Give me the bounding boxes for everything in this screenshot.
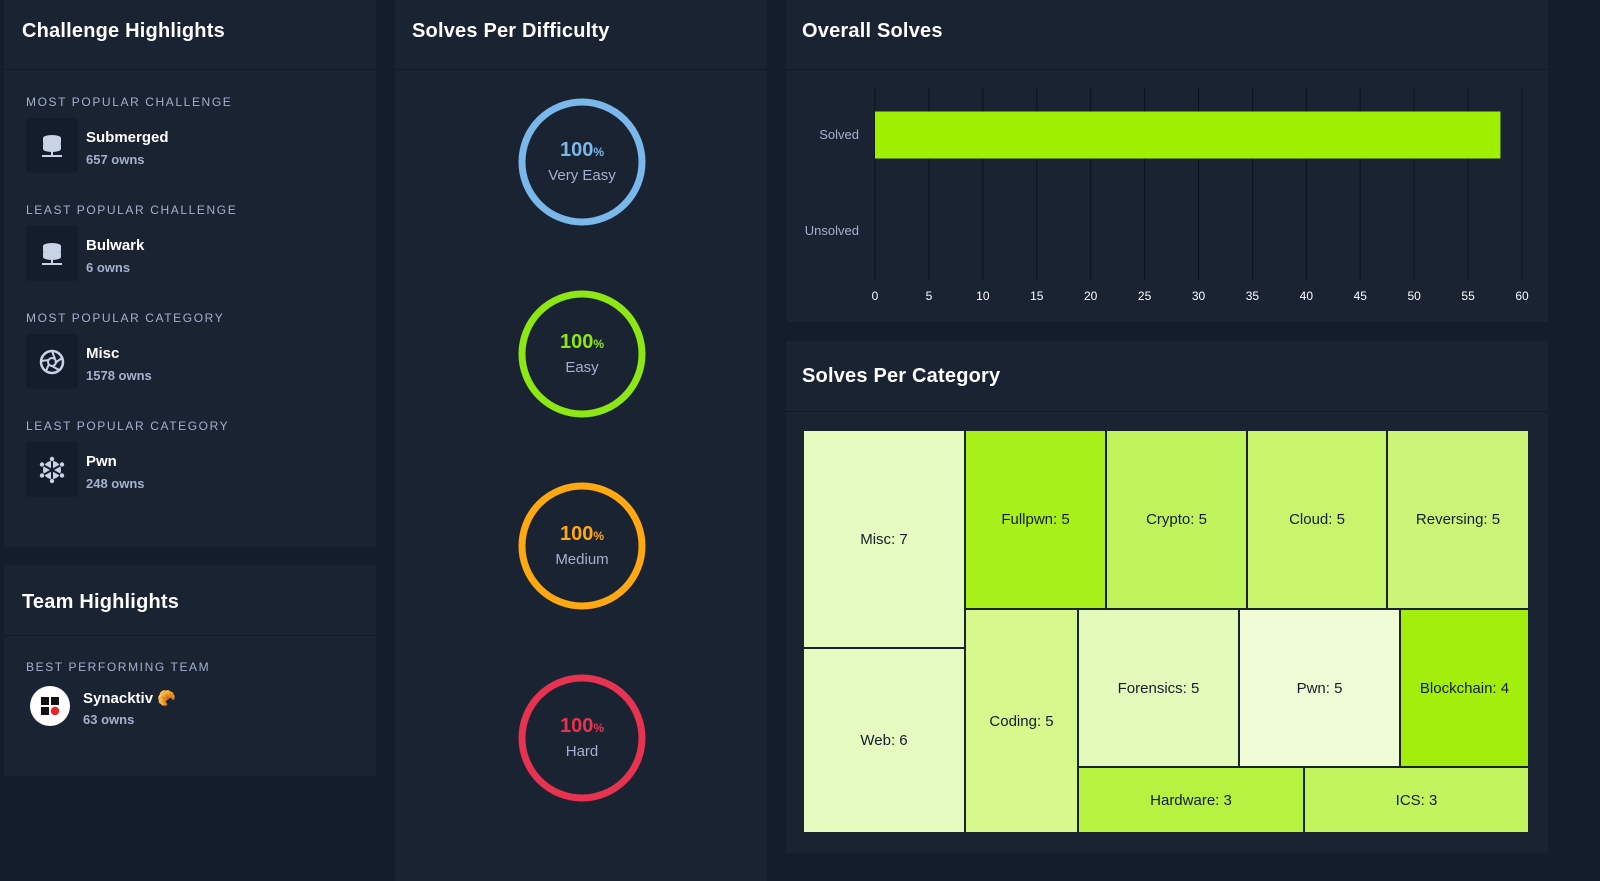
challenge-highlights-title: Challenge Highlights	[22, 20, 225, 42]
treemap-cell-fullpwn[interactable]: Fullpwn: 5	[965, 430, 1106, 609]
most-popular-category-label: MOST POPULAR CATEGORY	[26, 311, 225, 325]
solves-per-category-panel: Solves Per Category Misc: 7 Web: 6 Fullpwn…	[786, 341, 1548, 853]
least-popular-category-name[interactable]: Pwn	[86, 453, 117, 470]
ring-circle	[518, 482, 646, 610]
most-popular-category-owns: 1578 owns	[86, 368, 152, 383]
x-tick-label: 35	[1245, 289, 1260, 303]
database-server-icon	[26, 226, 78, 281]
divider	[395, 69, 767, 70]
x-tick-label: 20	[1083, 289, 1098, 303]
least-popular-challenge-label: LEAST POPULAR CHALLENGE	[26, 203, 238, 217]
ring-percent: 100%	[559, 523, 605, 545]
team-highlights-panel: Team Highlights BEST PERFORMING TEAM Syn…	[4, 565, 376, 776]
treemap-cell-blockchain[interactable]: Blockchain: 4	[1400, 609, 1529, 767]
most-popular-challenge-owns: 657 owns	[86, 152, 145, 167]
team-avatar[interactable]	[30, 686, 70, 726]
overall-solves-panel: Overall Solves Solved Unsolved 0 5 10 15 20 25 3…	[786, 0, 1548, 322]
treemap-cell-misc[interactable]: Misc: 7	[803, 430, 965, 648]
difficulty-ring-hard: 100% Hard	[517, 673, 647, 803]
x-tick-label: 40	[1299, 289, 1313, 303]
treemap-cell-coding[interactable]: Coding: 5	[965, 609, 1078, 833]
treemap-cell-reversing[interactable]: Reversing: 5	[1387, 430, 1529, 609]
x-tick-label: 55	[1461, 289, 1475, 303]
difficulty-ring-medium: 100% Medium	[517, 481, 647, 611]
bar-solved[interactable]	[875, 111, 1501, 159]
divider	[4, 69, 376, 70]
team-name-row[interactable]: Synacktiv 🥐	[83, 689, 176, 707]
ring-label: Hard	[565, 743, 599, 760]
x-tick-label: 25	[1137, 289, 1152, 303]
x-tick-label: 5	[925, 289, 933, 303]
x-tick-label: 10	[976, 289, 990, 303]
bar-chart-svg	[874, 88, 1523, 280]
ring-percent: 100%	[559, 331, 605, 353]
x-tick-label: 30	[1191, 289, 1206, 303]
team-name[interactable]: Synacktiv	[83, 690, 154, 707]
most-popular-challenge-name[interactable]: Submerged	[86, 129, 169, 146]
y-label-unsolved: Unsolved	[804, 223, 859, 238]
challenge-highlights-panel: Challenge Highlights MOST POPULAR CHALLE…	[4, 0, 376, 547]
overall-solves-chart: Solved Unsolved 0 5 10 15 20 25 30 35 40 45 50 55 60	[786, 0, 1548, 322]
team-highlights-title: Team Highlights	[22, 591, 180, 613]
treemap-cell-pwn[interactable]: Pwn: 5	[1239, 609, 1400, 767]
y-label-solved: Solved	[819, 127, 859, 142]
treemap-cell-web[interactable]: Web: 6	[803, 648, 965, 833]
ring-circle	[518, 674, 646, 802]
divider	[4, 635, 376, 636]
difficulty-ring-very-easy: 100% Very Easy	[517, 97, 647, 227]
ring-circle	[518, 98, 646, 226]
team-owns: 63 owns	[83, 712, 135, 727]
x-tick-label: 15	[1030, 289, 1044, 303]
ring-label: Very Easy	[548, 167, 616, 184]
solves-per-difficulty-panel: Solves Per Difficulty 100% Very Easy 100…	[395, 0, 767, 881]
treemap-cell-hardware[interactable]: Hardware: 3	[1078, 767, 1304, 833]
ring-circle	[518, 290, 646, 418]
ring-percent: 100%	[559, 139, 605, 161]
category-treemap: Misc: 7 Web: 6 Fullpwn: 5 Crypto: 5 Cloud: 5…	[803, 430, 1529, 833]
divider	[786, 411, 1548, 412]
difficulty-ring-easy: 100% Easy	[517, 289, 647, 419]
aperture-icon	[26, 334, 78, 389]
treemap-cell-cloud[interactable]: Cloud: 5	[1247, 430, 1387, 609]
divider	[786, 69, 1548, 70]
most-popular-challenge-label: MOST POPULAR CHALLENGE	[26, 95, 233, 109]
most-popular-category-name[interactable]: Misc	[86, 345, 120, 362]
treemap-cell-forensics[interactable]: Forensics: 5	[1078, 609, 1239, 767]
least-popular-category-owns: 248 owns	[86, 476, 145, 491]
solves-per-category-title: Solves Per Category	[802, 365, 1001, 387]
overall-solves-title: Overall Solves	[802, 20, 943, 42]
synacktiv-logo-icon	[41, 697, 60, 716]
snowflake-icon	[26, 442, 78, 497]
ring-label: Easy	[565, 359, 599, 376]
ring-percent: 100%	[559, 715, 605, 737]
treemap-cell-crypto[interactable]: Crypto: 5	[1106, 430, 1247, 609]
database-server-icon	[26, 118, 78, 173]
x-tick-label: 0	[871, 289, 879, 303]
least-popular-challenge-name[interactable]: Bulwark	[86, 237, 145, 254]
x-tick-label: 50	[1407, 289, 1421, 303]
least-popular-category-label: LEAST POPULAR CATEGORY	[26, 419, 230, 433]
best-performing-team-label: BEST PERFORMING TEAM	[26, 660, 211, 674]
solves-per-difficulty-title: Solves Per Difficulty	[412, 20, 610, 42]
x-tick-label: 60	[1515, 289, 1529, 303]
ring-label: Medium	[555, 551, 609, 568]
team-emoji: 🥐	[157, 690, 176, 707]
treemap-cell-ics[interactable]: ICS: 3	[1304, 767, 1529, 833]
x-tick-label: 45	[1353, 289, 1367, 303]
least-popular-challenge-owns: 6 owns	[86, 260, 131, 275]
